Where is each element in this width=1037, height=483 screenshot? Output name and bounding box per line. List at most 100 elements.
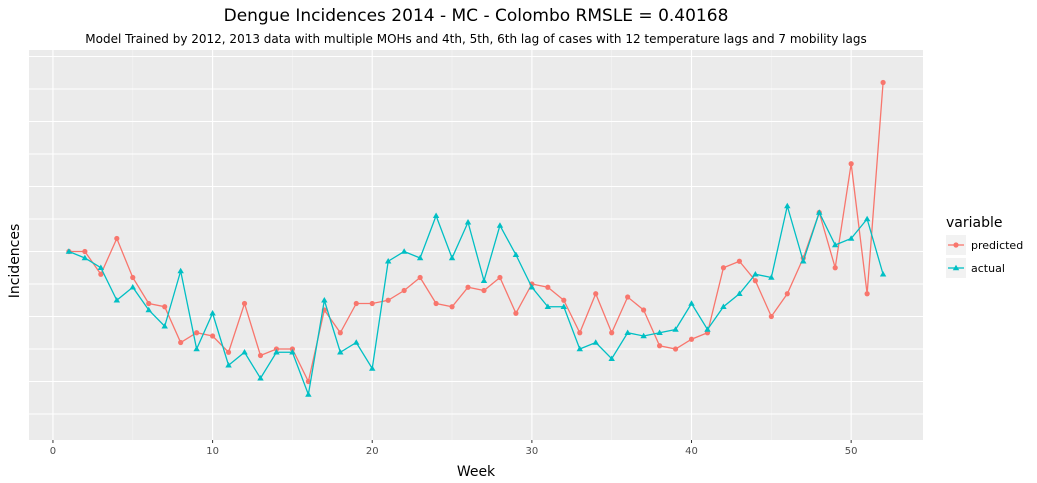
data-point-actual [784,202,791,209]
series-layer [65,79,887,397]
data-point-predicted [146,300,152,307]
minor-gridlines [132,50,772,440]
data-point-actual [624,329,631,336]
data-point-predicted [481,287,487,294]
data-point-actual [193,345,200,352]
data-point-predicted [465,284,471,290]
data-point-actual [289,349,296,355]
data-point-predicted [641,307,647,313]
data-point-actual [816,209,823,215]
data-point-actual [544,303,552,310]
data-point-actual [81,254,89,261]
data-point-actual [241,349,248,355]
data-point-predicted [593,291,599,297]
data-point-actual [209,310,216,316]
data-point-predicted [82,248,88,255]
data-point-actual [257,375,264,381]
data-point-actual [847,235,855,241]
y-axis-title: Incidences [7,224,23,299]
x-tick-label: 40 [685,446,698,457]
data-point-predicted [736,258,743,264]
data-point-predicted [98,271,104,277]
data-point-actual [321,297,328,303]
chart-title: Dengue Incidences 2014 - MC - Colombo RM… [224,6,729,26]
data-point-predicted [417,274,423,281]
data-point-predicted [337,330,343,336]
data-point-predicted [609,330,615,336]
data-point-actual [592,339,599,345]
x-tick-label: 20 [366,446,379,457]
data-point-actual [273,349,280,355]
data-point-actual [353,339,360,345]
data-point-predicted [130,274,136,281]
data-point-actual [831,241,839,248]
x-axis-title: Week [457,464,496,480]
x-tick-label: 10 [206,446,219,457]
data-point-predicted [353,300,359,307]
data-point-actual [512,251,520,258]
data-point-actual [225,362,232,368]
data-point-predicted [114,235,120,242]
data-point-actual [496,222,504,228]
data-point-actual [688,300,695,306]
data-point-predicted [289,346,296,352]
data-point-predicted [433,300,439,307]
series-line-actual [68,205,884,397]
data-point-actual [704,326,711,332]
series-predicted [66,79,886,385]
data-point-predicted [178,339,184,346]
data-point-predicted [561,297,567,303]
data-point-actual [384,258,392,264]
data-point-actual [656,329,663,336]
data-point-predicted [369,300,375,307]
chart-subtitle: Model Trained by 2012, 2013 data with mu… [85,32,866,46]
data-point-actual [879,271,887,277]
data-point-actual [432,212,440,219]
data-point-predicted [209,333,216,339]
series-actual [65,202,887,397]
legend-label-actual: actual [971,262,1005,275]
data-point-actual [369,365,376,371]
data-point-actual [480,277,488,284]
x-tick-label: 30 [526,446,539,457]
legend-key-circle [953,242,959,248]
data-point-predicted [305,378,311,385]
x-axis-ticks: 0 10 20 30 40 50 [50,440,858,457]
data-point-actual [129,284,136,290]
data-point-predicted [225,349,232,355]
series-line-predicted [68,82,884,384]
legend-key-actual [946,258,966,278]
data-point-actual [97,264,105,271]
data-point-predicted [688,336,695,342]
data-point-actual [736,290,743,297]
data-point-predicted [880,79,886,86]
data-point-predicted [497,274,503,281]
data-point-predicted [768,313,774,320]
data-point-actual [145,306,152,313]
data-point-actual [113,297,121,303]
data-point-predicted [848,161,854,167]
data-point-predicted [752,278,758,284]
data-point-predicted [832,265,838,271]
data-point-actual [640,332,647,339]
data-point-predicted [273,346,280,352]
data-point-predicted [401,287,407,294]
data-point-predicted [241,300,248,307]
data-point-predicted [864,291,870,297]
data-point-actual [863,215,871,222]
data-point-predicted [194,330,200,336]
legend-title: variable [946,215,1002,231]
data-point-actual [752,271,759,277]
data-point-actual [720,303,727,310]
x-tick-label: 50 [845,446,858,457]
data-point-actual [528,284,536,290]
data-point-actual [560,303,568,310]
legend-key-triangle [952,264,960,271]
data-point-actual [800,258,807,264]
data-point-predicted [513,310,519,316]
data-point-actual [416,254,424,261]
data-point-predicted [545,284,551,290]
plot-panel [29,50,923,440]
data-point-actual [448,254,456,261]
